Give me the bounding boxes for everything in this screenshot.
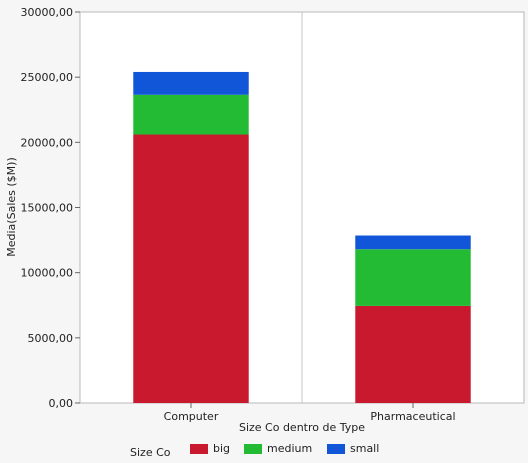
bar-big[interactable] (133, 134, 249, 403)
bars (133, 71, 471, 403)
legend-label-big: big (213, 442, 231, 455)
y-tick-label: 25000,00 (21, 71, 74, 84)
y-axis: 0,00 5000,00 10000,00 15000,00 20000,00 25000… (21, 6, 80, 410)
bar-medium[interactable] (355, 249, 471, 306)
legend-label-small: small (350, 442, 380, 455)
legend-swatch-medium (244, 443, 262, 454)
legend-item-big[interactable]: big (190, 442, 230, 455)
x-axis: Computer Pharmaceutical (164, 12, 456, 423)
chart: 0,00 5000,00 10000,00 15000,00 20000,00 25000… (5, 6, 525, 434)
bar-medium[interactable] (133, 94, 249, 135)
x-axis-title: Size Co dentro de Type (239, 421, 365, 434)
x-tick-label: Pharmaceutical (370, 410, 455, 423)
y-tick-label: 10000,00 (21, 267, 74, 280)
bar-small[interactable] (355, 235, 471, 250)
y-tick-label: 5000,00 (28, 332, 74, 345)
y-tick-label: 0,00 (49, 397, 74, 410)
y-tick-label: 30000,00 (21, 6, 74, 19)
bar-big[interactable] (355, 305, 471, 403)
legend-title: Size Co (130, 446, 171, 459)
y-tick-label: 15000,00 (21, 202, 74, 215)
legend-item-small[interactable]: small (327, 442, 379, 455)
legend-swatch-big (190, 443, 208, 454)
x-tick-label: Computer (164, 410, 219, 423)
legend-swatch-small (327, 443, 345, 454)
legend: Size Co big medium small (0, 440, 528, 462)
legend-label-medium: medium (267, 442, 313, 455)
y-tick-label: 20000,00 (21, 136, 74, 149)
bar-small[interactable] (133, 71, 249, 95)
y-axis-title: Media(Sales ($M)) (5, 157, 18, 256)
legend-item-medium[interactable]: medium (244, 442, 312, 455)
